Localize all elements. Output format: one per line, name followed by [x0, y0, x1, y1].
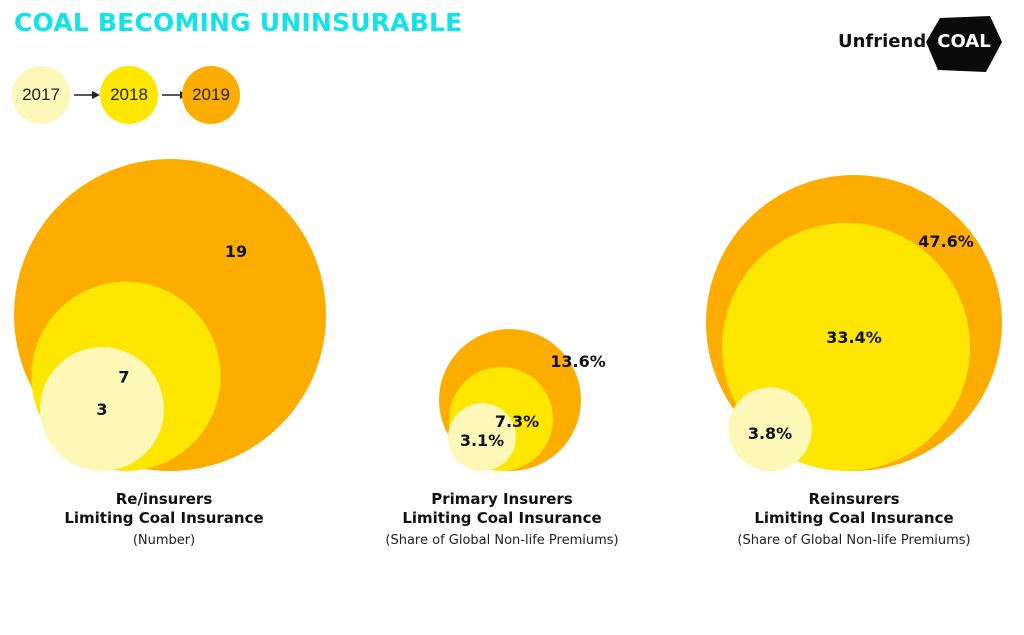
legend: 2017 2018 2019 [12, 66, 252, 124]
chart-unit: (Number) [132, 533, 196, 548]
chart-label-reinsurers-share: Reinsurers Limiting Coal Insurance (Shar… [694, 490, 1014, 550]
logo-badge: COAL [926, 16, 1002, 72]
data-label-2018: 33.4% [826, 328, 882, 347]
logo-word: Unfriend [838, 31, 927, 52]
data-label-2017: 3.1% [460, 431, 504, 450]
page-title: COAL BECOMING UNINSURABLE [14, 8, 463, 37]
chart-label-reinsurers-number: Re/insurers Limiting Coal Insurance (Num… [4, 490, 324, 550]
bubble-2017 [448, 403, 516, 471]
legend-dot-2018: 2018 [100, 66, 158, 124]
logo-badge-text: COAL [937, 31, 991, 52]
chart-unit: (Share of Global Non-life Premiums) [737, 533, 971, 548]
chart-title-line1: Re/insurers [115, 490, 213, 508]
unfriend-coal-logo: Unfriend COAL [838, 16, 1006, 72]
logo-badge-shape [926, 16, 1002, 72]
data-label-2017: 3 [96, 400, 107, 419]
chart-unit: (Share of Global Non-life Premiums) [385, 533, 619, 548]
chart-title-line2: Limiting Coal Insurance [402, 509, 602, 527]
chart-label-primary-insurers: Primary Insurers Limiting Coal Insurance… [342, 490, 662, 550]
arrow-right-icon [74, 91, 100, 99]
chart-title-line1: Reinsurers [808, 490, 900, 508]
bubble-2017 [40, 347, 164, 471]
data-label-2018: 7.3% [495, 412, 539, 431]
data-label-2017: 3.8% [748, 424, 792, 443]
data-label-2019: 13.6% [550, 352, 606, 371]
chart-title-line2: Limiting Coal Insurance [64, 509, 264, 527]
data-label-2018: 7 [118, 367, 129, 386]
legend-dot-2017: 2017 [12, 66, 70, 124]
data-label-2019: 19 [225, 242, 247, 261]
chart-title-line2: Limiting Coal Insurance [754, 509, 954, 527]
data-label-2019: 47.6% [918, 232, 974, 251]
legend-dot-2019: 2019 [182, 66, 240, 124]
chart-title-line1: Primary Insurers [431, 490, 573, 508]
bubble-2017 [728, 387, 812, 471]
